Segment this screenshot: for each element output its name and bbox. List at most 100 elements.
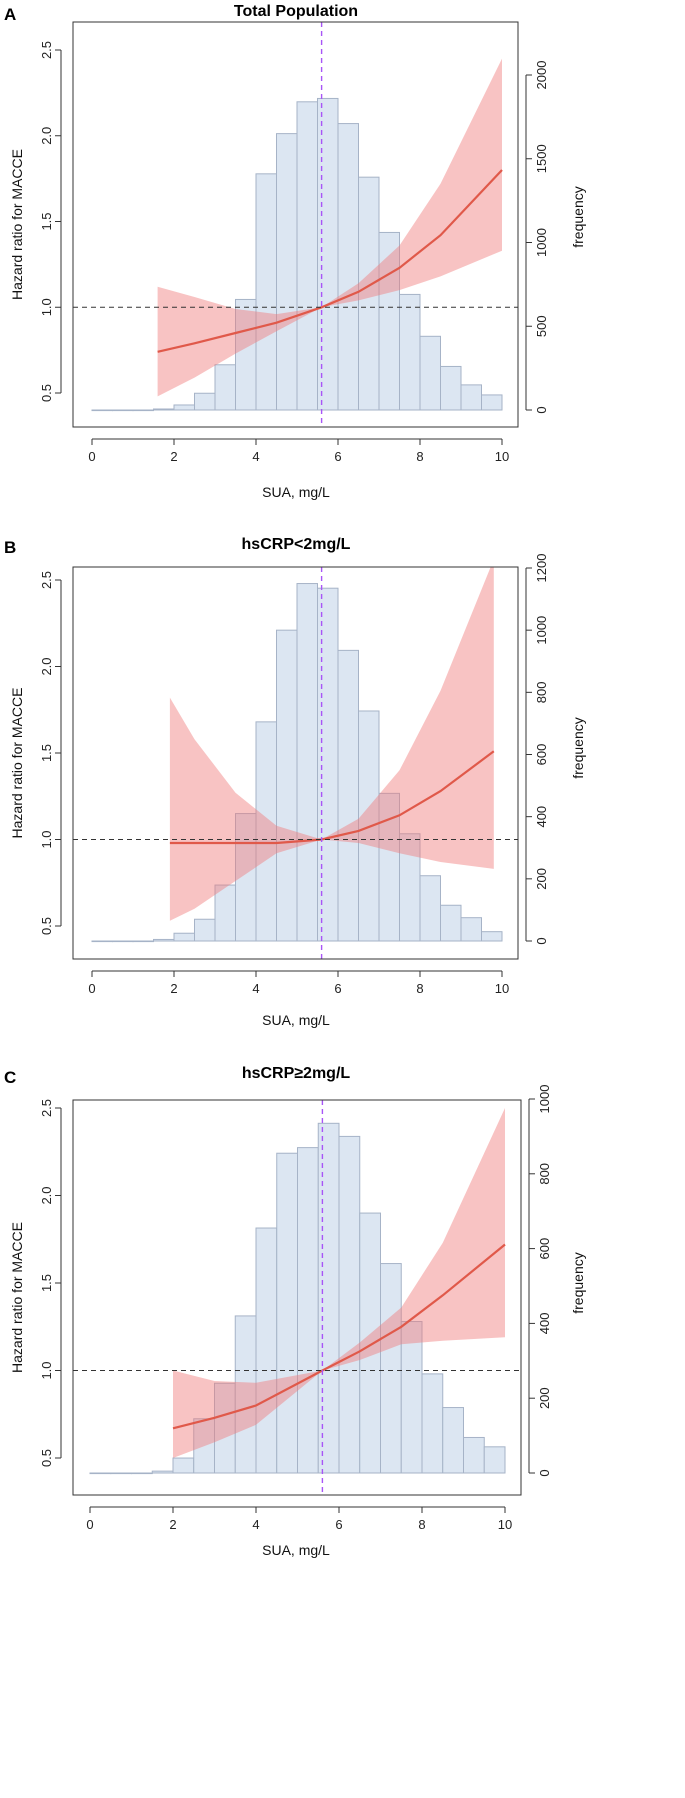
histogram-bar xyxy=(255,1227,278,1474)
y-tick-label: 0.5 xyxy=(39,1449,54,1467)
histogram-bar xyxy=(110,1472,132,1475)
y2-tick-label: 500 xyxy=(534,315,549,337)
x-tick-label: 10 xyxy=(495,981,509,996)
confidence-band xyxy=(173,1108,505,1458)
x-tick-label: 6 xyxy=(334,981,341,996)
y-tick-label: 1.5 xyxy=(39,212,54,230)
histogram-bar xyxy=(483,1446,506,1474)
histogram-bar xyxy=(91,940,113,943)
x-axis-title: SUA, mg/L xyxy=(262,1012,330,1028)
x-tick-label: 4 xyxy=(252,449,259,464)
y2-tick-label: 1500 xyxy=(534,144,549,173)
histogram-bar xyxy=(153,408,175,411)
histogram-bar xyxy=(173,932,195,942)
confidence-band xyxy=(169,567,494,921)
x-tick-label: 8 xyxy=(416,449,423,464)
histogram xyxy=(91,97,503,412)
histogram-bar xyxy=(276,133,298,411)
x-tick-label: 8 xyxy=(418,1517,425,1532)
histogram-bar xyxy=(131,1472,153,1475)
x-tick-label: 10 xyxy=(495,449,509,464)
y2-tick-label: 2000 xyxy=(534,61,549,90)
histogram-bar xyxy=(440,365,462,411)
y2-tick-label: 600 xyxy=(537,1238,552,1260)
histogram-bar xyxy=(112,940,134,943)
y2-tick-label: 1000 xyxy=(537,1085,552,1114)
x-tick-label: 6 xyxy=(334,449,341,464)
histogram-bar xyxy=(337,123,359,411)
confidence-region xyxy=(157,58,503,397)
y-tick-label: 2.0 xyxy=(39,657,54,675)
x-tick-label: 0 xyxy=(88,449,95,464)
histogram-bar xyxy=(255,173,277,411)
histogram-bar xyxy=(172,1457,195,1474)
y2-tick-label: 400 xyxy=(534,806,549,828)
panel-letter: C xyxy=(4,1068,16,1087)
x-tick-label: 8 xyxy=(416,981,423,996)
plot-frame xyxy=(72,566,519,960)
histogram-bar xyxy=(421,1373,444,1474)
x-tick-label: 2 xyxy=(170,449,177,464)
histogram-bar xyxy=(194,918,216,942)
histogram-bar xyxy=(214,364,236,411)
y2-tick-label: 800 xyxy=(537,1163,552,1185)
histogram-bar xyxy=(442,1407,464,1474)
histogram-bar xyxy=(419,335,441,411)
y-tick-label: 0.5 xyxy=(39,384,54,402)
histogram-bar xyxy=(112,409,134,412)
y-tick-label: 2.5 xyxy=(39,571,54,589)
y-tick-label: 1.0 xyxy=(39,1361,54,1379)
x-axis-title: SUA, mg/L xyxy=(262,484,330,500)
plot-frame xyxy=(72,21,519,428)
hazard-ratio-line xyxy=(172,1243,506,1430)
y2-axis-title: frequency xyxy=(570,186,586,247)
panel-letter: B xyxy=(4,538,16,557)
y2-tick-label: 200 xyxy=(537,1387,552,1409)
y2-tick-label: 400 xyxy=(537,1313,552,1335)
histogram-bar xyxy=(400,1321,423,1474)
y-tick-label: 2.0 xyxy=(39,127,54,145)
histogram-bar xyxy=(194,392,216,411)
y-tick-label: 1.5 xyxy=(39,1274,54,1292)
x-tick-label: 2 xyxy=(169,1517,176,1532)
histogram-bar xyxy=(317,587,339,942)
histogram-bar xyxy=(132,940,154,943)
histogram-bar xyxy=(481,394,503,411)
panel-A: A Total Population 0 2 4 6 8 10 SUA, mg/L 0.5 1.0 1… xyxy=(4,3,586,500)
histogram xyxy=(89,1122,506,1475)
y2-tick-label: 1000 xyxy=(534,228,549,257)
histogram-bar xyxy=(276,629,298,942)
confidence-region xyxy=(172,1108,506,1458)
confidence-band xyxy=(157,58,502,397)
panel-title: hsCRP<2mg/L xyxy=(242,536,351,553)
histogram-bar xyxy=(296,101,318,411)
histogram-bar xyxy=(173,404,195,411)
histogram-bar xyxy=(132,409,154,412)
y2-tick-label: 800 xyxy=(534,681,549,703)
plot-frame xyxy=(72,1099,522,1496)
histogram-bar xyxy=(214,884,236,942)
x-axis-title: SUA, mg/L xyxy=(262,1542,330,1558)
histogram-bar xyxy=(317,97,339,411)
y2-tick-label: 200 xyxy=(534,868,549,890)
y2-tick-label: 0 xyxy=(537,1469,552,1476)
histogram-bar xyxy=(419,875,441,942)
y2-tick-label: 0 xyxy=(534,937,549,944)
histogram xyxy=(91,583,503,943)
y2-tick-label: 0 xyxy=(534,406,549,413)
histogram-bar xyxy=(460,917,482,942)
y-axis-title: Hazard ratio for MACCE xyxy=(9,688,25,839)
y2-tick-label: 1000 xyxy=(534,616,549,645)
y-tick-label: 2.0 xyxy=(39,1186,54,1204)
histogram-bar xyxy=(337,649,359,942)
histogram-bar xyxy=(481,931,503,942)
panel-letter: A xyxy=(4,5,16,24)
histogram-bar xyxy=(276,1152,298,1474)
histogram-bar xyxy=(463,1436,485,1474)
y2-axis-title: frequency xyxy=(570,1252,586,1313)
x-tick-label: 2 xyxy=(170,981,177,996)
